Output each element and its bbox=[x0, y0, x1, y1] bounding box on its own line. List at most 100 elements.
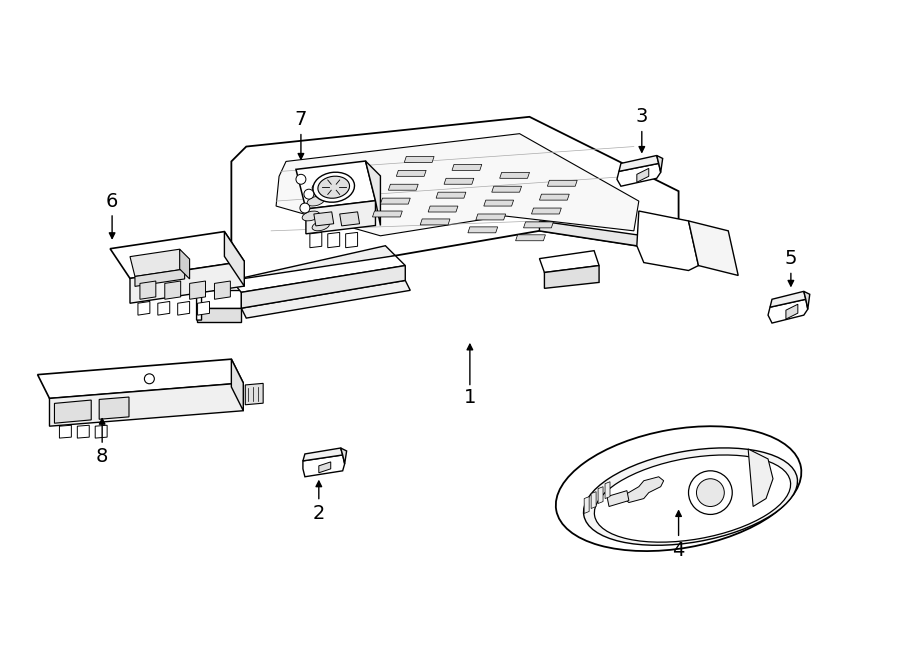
Polygon shape bbox=[452, 165, 482, 171]
Polygon shape bbox=[196, 278, 237, 320]
Polygon shape bbox=[310, 233, 322, 248]
Text: 7: 7 bbox=[294, 110, 307, 130]
Polygon shape bbox=[365, 161, 381, 225]
Polygon shape bbox=[341, 448, 346, 464]
Ellipse shape bbox=[312, 181, 329, 191]
Polygon shape bbox=[491, 186, 522, 192]
Polygon shape bbox=[657, 155, 662, 173]
Polygon shape bbox=[241, 266, 405, 308]
Polygon shape bbox=[598, 486, 603, 504]
Polygon shape bbox=[389, 184, 419, 190]
Polygon shape bbox=[319, 462, 330, 473]
Polygon shape bbox=[165, 281, 181, 299]
Circle shape bbox=[304, 189, 314, 199]
Polygon shape bbox=[130, 249, 184, 276]
Polygon shape bbox=[339, 212, 360, 226]
Polygon shape bbox=[532, 208, 562, 214]
Ellipse shape bbox=[556, 426, 801, 551]
Polygon shape bbox=[231, 256, 405, 292]
Polygon shape bbox=[38, 359, 243, 399]
Polygon shape bbox=[547, 180, 577, 186]
Polygon shape bbox=[135, 269, 184, 286]
Polygon shape bbox=[539, 251, 599, 272]
Ellipse shape bbox=[594, 455, 790, 542]
Polygon shape bbox=[95, 425, 107, 438]
Ellipse shape bbox=[583, 448, 797, 545]
Polygon shape bbox=[177, 301, 190, 315]
Polygon shape bbox=[444, 178, 474, 184]
Polygon shape bbox=[624, 477, 663, 502]
Ellipse shape bbox=[313, 173, 355, 202]
Polygon shape bbox=[130, 261, 244, 303]
Polygon shape bbox=[484, 200, 514, 206]
Polygon shape bbox=[231, 117, 679, 290]
Polygon shape bbox=[428, 206, 458, 212]
Polygon shape bbox=[637, 169, 649, 182]
Polygon shape bbox=[180, 249, 190, 279]
Polygon shape bbox=[314, 212, 334, 226]
Text: 8: 8 bbox=[96, 447, 108, 467]
Polygon shape bbox=[373, 211, 402, 217]
Polygon shape bbox=[241, 280, 410, 318]
Polygon shape bbox=[59, 425, 71, 438]
Polygon shape bbox=[190, 281, 205, 299]
Polygon shape bbox=[381, 198, 410, 204]
Polygon shape bbox=[637, 211, 698, 270]
Circle shape bbox=[688, 471, 733, 514]
Polygon shape bbox=[607, 490, 629, 506]
Polygon shape bbox=[158, 301, 170, 315]
Polygon shape bbox=[224, 231, 244, 286]
Polygon shape bbox=[591, 492, 596, 508]
Text: 1: 1 bbox=[464, 388, 476, 407]
Polygon shape bbox=[804, 292, 810, 309]
Polygon shape bbox=[539, 194, 570, 200]
Circle shape bbox=[697, 479, 724, 506]
Polygon shape bbox=[748, 449, 773, 506]
Polygon shape bbox=[476, 214, 506, 220]
Polygon shape bbox=[110, 231, 244, 278]
Polygon shape bbox=[688, 221, 738, 276]
Polygon shape bbox=[231, 246, 395, 290]
Polygon shape bbox=[246, 383, 263, 405]
Ellipse shape bbox=[312, 221, 329, 231]
Polygon shape bbox=[605, 482, 610, 498]
Polygon shape bbox=[524, 222, 554, 228]
Polygon shape bbox=[196, 290, 241, 308]
Polygon shape bbox=[303, 448, 343, 461]
Polygon shape bbox=[404, 157, 434, 163]
Ellipse shape bbox=[307, 196, 325, 206]
Polygon shape bbox=[584, 496, 590, 514]
Polygon shape bbox=[328, 233, 339, 248]
Ellipse shape bbox=[318, 176, 349, 198]
Polygon shape bbox=[544, 266, 599, 288]
Polygon shape bbox=[396, 171, 426, 176]
Polygon shape bbox=[768, 299, 808, 323]
Polygon shape bbox=[619, 155, 659, 171]
Polygon shape bbox=[500, 173, 529, 178]
Polygon shape bbox=[346, 233, 357, 248]
Polygon shape bbox=[516, 235, 545, 241]
Polygon shape bbox=[231, 359, 243, 410]
Polygon shape bbox=[306, 201, 375, 234]
Polygon shape bbox=[140, 281, 156, 299]
Polygon shape bbox=[196, 308, 241, 322]
Text: 6: 6 bbox=[106, 192, 118, 211]
Circle shape bbox=[300, 203, 310, 213]
Polygon shape bbox=[50, 383, 243, 426]
Polygon shape bbox=[436, 192, 466, 198]
Polygon shape bbox=[303, 455, 345, 477]
Text: 2: 2 bbox=[312, 504, 325, 523]
Text: 3: 3 bbox=[635, 107, 648, 126]
Polygon shape bbox=[539, 221, 679, 251]
Text: 4: 4 bbox=[672, 541, 685, 560]
Polygon shape bbox=[55, 400, 91, 423]
Polygon shape bbox=[617, 163, 661, 186]
Circle shape bbox=[296, 175, 306, 184]
Ellipse shape bbox=[302, 211, 320, 221]
Circle shape bbox=[144, 374, 154, 384]
Polygon shape bbox=[99, 397, 129, 419]
Polygon shape bbox=[276, 134, 639, 236]
Polygon shape bbox=[198, 301, 210, 315]
Polygon shape bbox=[77, 425, 89, 438]
Polygon shape bbox=[468, 227, 498, 233]
